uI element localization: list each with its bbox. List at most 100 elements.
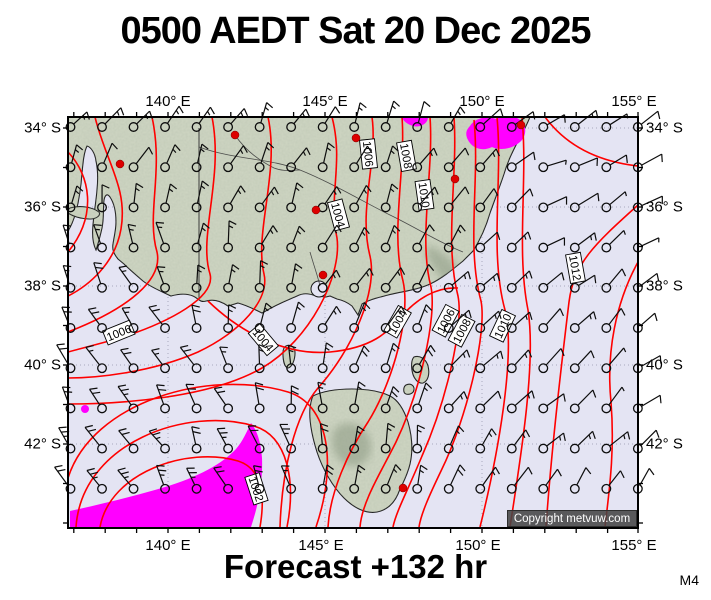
wind-barb bbox=[506, 311, 533, 333]
wind-barb bbox=[317, 306, 342, 333]
wind-barb bbox=[443, 186, 470, 213]
wind-barb bbox=[191, 106, 215, 132]
wind-barb bbox=[506, 349, 533, 374]
wind-barb bbox=[569, 157, 599, 173]
wind-barb bbox=[160, 183, 178, 213]
isobar-line bbox=[479, 117, 510, 528]
wind-barb bbox=[380, 386, 400, 414]
wind-barb bbox=[538, 308, 564, 333]
wind-barb bbox=[317, 106, 341, 132]
isobar-line bbox=[68, 117, 272, 379]
isobar-line bbox=[68, 117, 124, 297]
wind-barb bbox=[247, 425, 265, 454]
city-dot bbox=[318, 270, 328, 280]
wind-barb bbox=[538, 159, 567, 173]
wind-barb bbox=[443, 464, 466, 494]
wind-barb bbox=[254, 186, 279, 213]
wind-barb bbox=[349, 464, 366, 494]
wind-barb bbox=[412, 382, 433, 414]
wind-barb bbox=[223, 185, 246, 213]
wind-barb bbox=[117, 384, 139, 414]
wind-barb bbox=[349, 381, 366, 414]
wind-barb bbox=[254, 142, 275, 173]
wind-barb bbox=[601, 191, 627, 213]
isobar-line bbox=[509, 117, 532, 528]
city-dots bbox=[115, 120, 526, 493]
forecast-hour-label: Forecast +132 hr bbox=[223, 548, 488, 585]
wind-barb bbox=[155, 221, 171, 253]
wind-barb bbox=[506, 429, 531, 454]
wind-barb bbox=[475, 231, 501, 253]
isobar-line bbox=[279, 117, 374, 528]
wind-barb bbox=[191, 264, 206, 293]
wind-barb bbox=[219, 346, 234, 374]
wind-barb bbox=[349, 102, 367, 132]
wind-barb bbox=[601, 154, 628, 173]
lat-label-left: 36° S bbox=[24, 198, 61, 216]
isobar-label: 1006 bbox=[359, 138, 378, 170]
wind-barb bbox=[475, 428, 497, 454]
wind-barb bbox=[97, 142, 118, 173]
wind-barb bbox=[349, 268, 374, 293]
wind-barb bbox=[475, 466, 500, 494]
isobar-line bbox=[68, 117, 216, 353]
isobar-line bbox=[75, 419, 292, 528]
wind-barb bbox=[412, 424, 425, 454]
wind-barb bbox=[349, 302, 371, 333]
wind-barb bbox=[118, 265, 139, 293]
isobar-layer bbox=[68, 117, 638, 528]
wind-barb bbox=[380, 422, 396, 454]
wind-barb bbox=[569, 274, 597, 293]
wind-barb bbox=[286, 225, 306, 253]
wind-barb bbox=[254, 225, 278, 253]
wind-barb bbox=[120, 347, 139, 374]
wind-barb bbox=[84, 424, 107, 454]
wind-barb bbox=[317, 142, 335, 173]
isobar-label: 1004 bbox=[326, 198, 351, 232]
wind-barb bbox=[412, 344, 436, 374]
lat-label-right: 36° S bbox=[646, 198, 683, 216]
wind-barb bbox=[412, 464, 428, 494]
lon-label-top: 145° E bbox=[302, 93, 348, 110]
isobar-label: 1008 bbox=[396, 139, 417, 173]
lat-label-left: 34° S bbox=[24, 119, 61, 137]
isobar-line bbox=[545, 204, 638, 528]
wind-barb bbox=[349, 425, 365, 454]
wind-barb bbox=[349, 145, 373, 173]
wind-barb bbox=[380, 225, 401, 253]
model-tag: M4 bbox=[679, 572, 699, 588]
wind-barb bbox=[121, 306, 139, 333]
wind-barb bbox=[443, 147, 470, 173]
wind-barb bbox=[179, 344, 202, 374]
wind-barb bbox=[475, 390, 502, 414]
lat-label-right: 40° S bbox=[646, 356, 683, 374]
isobar-line bbox=[327, 117, 406, 528]
wind-barb bbox=[601, 347, 627, 374]
wind-barb bbox=[443, 309, 472, 333]
wind-barb bbox=[213, 386, 234, 414]
wind-barb bbox=[601, 268, 627, 293]
wind-barb bbox=[569, 232, 597, 253]
wind-barb bbox=[286, 301, 305, 333]
wind-barb bbox=[538, 432, 566, 454]
wind-barb bbox=[160, 105, 184, 132]
wind-barb bbox=[216, 427, 234, 454]
svg-text:1008: 1008 bbox=[397, 142, 413, 169]
lon-label-bottom: 145° E bbox=[298, 537, 344, 554]
wind-barb bbox=[223, 145, 248, 173]
wind-barb bbox=[506, 188, 534, 213]
wind-barb bbox=[412, 147, 438, 173]
isobar-label: 1010 bbox=[414, 179, 435, 211]
lat-label-left: 40° S bbox=[24, 356, 61, 374]
wind-barb bbox=[286, 182, 304, 213]
wind-barb bbox=[254, 344, 267, 374]
copyright-watermark: Copyright metvuw.com bbox=[507, 510, 637, 527]
wind-barb bbox=[506, 466, 533, 494]
precipitation-layer bbox=[70, 117, 526, 527]
wind-barb bbox=[148, 304, 171, 333]
city-dot bbox=[230, 130, 240, 140]
lat-label-right: 42° S bbox=[646, 435, 683, 453]
wind-barb bbox=[191, 180, 210, 213]
wind-barb bbox=[475, 148, 501, 173]
